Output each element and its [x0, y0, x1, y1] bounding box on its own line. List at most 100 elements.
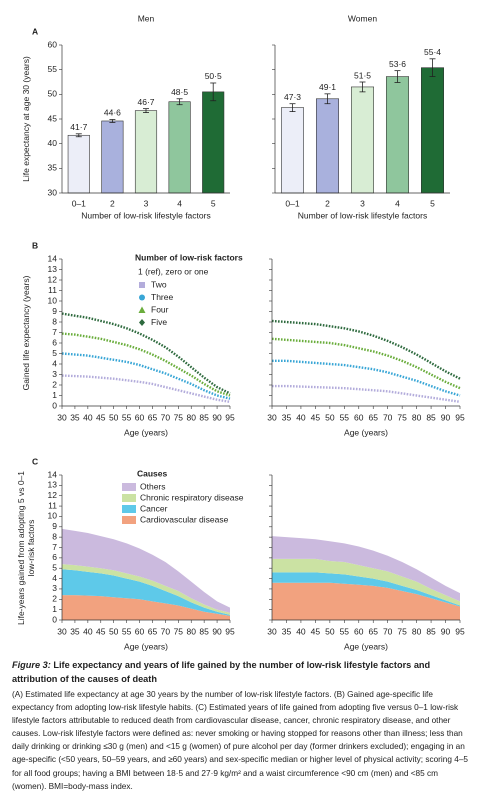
x-tick-label: 80 [412, 412, 422, 422]
legend-marker [139, 319, 145, 326]
x-tick-label: 30 [267, 412, 277, 422]
x-tick-label: 75 [174, 412, 184, 422]
x-axis-label: Age (years) [344, 641, 388, 651]
y-tick-label: 7 [52, 327, 57, 337]
area-series [272, 558, 460, 606]
x-axis-label: Age (years) [124, 641, 168, 651]
legend-label: Cardiovascular disease [140, 514, 229, 524]
x-tick-label: 40 [296, 626, 306, 636]
line-series [61, 374, 231, 403]
y-tick-label: 9 [52, 306, 57, 316]
x-tick-label: 65 [148, 626, 158, 636]
y-tick-label: 14 [48, 253, 58, 263]
x-tick-label: 80 [186, 412, 196, 422]
y-tick-label: 7 [52, 542, 57, 552]
x-tick-label: 60 [135, 412, 145, 422]
x-tick-label: 90 [441, 412, 451, 422]
x-tick-label: 95 [225, 412, 235, 422]
y-axis-label: Life-years gained from adopting 5 vs 0–1… [16, 470, 36, 625]
x-axis-label: Age (years) [124, 427, 168, 437]
y-tick-label: 1 [52, 604, 57, 614]
value-label: 47·3 [284, 92, 301, 102]
x-tick-label: 85 [426, 626, 436, 636]
line-series [61, 312, 231, 395]
legend-swatch [122, 516, 136, 524]
x-tick-label: 65 [148, 412, 158, 422]
value-label: 41·7 [70, 122, 87, 132]
y-tick-label: 14 [48, 469, 58, 479]
x-tick-label: 95 [455, 412, 465, 422]
x-tick-label: 40 [83, 626, 93, 636]
legend-label: Others [140, 481, 166, 491]
legend-reference: 1 (ref), zero or one [138, 266, 209, 276]
y-tick-label: 3 [52, 583, 57, 593]
legend-title: Causes [137, 468, 168, 478]
x-tick-label: 95 [225, 626, 235, 636]
bar [420, 67, 444, 194]
caption-text: (A) Estimated life expectancy at age 30 … [12, 690, 468, 791]
line-series [271, 319, 461, 380]
y-tick-label: 50 [48, 89, 58, 99]
value-label: 48·5 [171, 87, 188, 97]
value-label: 46·7 [137, 97, 154, 107]
x-tick-label: 90 [212, 626, 222, 636]
legend-label: Cancer [140, 503, 168, 513]
x-tick-label: 30 [267, 626, 277, 636]
y-tick-label: 40 [48, 138, 58, 148]
y-tick-label: 35 [48, 163, 58, 173]
legend-label: Four [151, 304, 169, 314]
x-tick-label: 50 [109, 626, 119, 636]
panel-letter: C [32, 456, 38, 466]
y-tick-label: 4 [52, 573, 57, 583]
area-series [62, 569, 230, 616]
y-axis-label: Gained life expectancy (years) [21, 275, 31, 390]
y-tick-label: 8 [52, 531, 57, 541]
panel-letter: B [32, 240, 38, 250]
chart-title: Men [138, 13, 155, 23]
y-tick-label: 2 [52, 379, 57, 389]
bar [101, 120, 124, 194]
x-tick-label: 70 [383, 412, 393, 422]
line-series [272, 384, 461, 403]
x-tick-label: 45 [96, 626, 106, 636]
value-label: 49·1 [319, 82, 336, 92]
x-tick-label: 55 [122, 626, 132, 636]
y-tick-label: 60 [48, 39, 58, 49]
caption-label: Figure 3: [12, 660, 51, 670]
bar [315, 98, 339, 194]
y-tick-label: 6 [52, 552, 57, 562]
y-tick-label: 55 [48, 64, 58, 74]
x-tick-label: 40 [83, 412, 93, 422]
legend-swatch [122, 483, 136, 491]
y-tick-label: 8 [52, 316, 57, 326]
x-tick-label: 4 [177, 198, 182, 208]
x-axis-label: Number of low-risk lifestyle factors [81, 210, 210, 220]
x-tick-label: 55 [122, 412, 132, 422]
area-series [272, 582, 460, 620]
y-tick-label: 13 [48, 264, 58, 274]
legend-swatch [122, 494, 136, 502]
legend-title: Number of low-risk factors [135, 252, 243, 262]
area-series [62, 564, 230, 615]
x-tick-label: 80 [186, 626, 196, 636]
x-tick-label: 75 [174, 626, 184, 636]
y-tick-label: 30 [48, 187, 58, 197]
x-tick-label: 75 [397, 412, 407, 422]
y-tick-label: 0 [52, 614, 57, 624]
y-tick-label: 11 [48, 285, 57, 295]
legend-label: Chronic respiratory disease [140, 492, 244, 502]
x-tick-label: 50 [109, 412, 119, 422]
y-tick-label: 4 [52, 358, 57, 368]
x-tick-label: 4 [395, 198, 400, 208]
legend-marker [139, 282, 145, 288]
x-tick-label: 40 [296, 412, 306, 422]
y-tick-label: 2 [52, 594, 57, 604]
value-label: 55·4 [424, 47, 441, 57]
x-tick-label: 3 [144, 198, 149, 208]
x-tick-label: 65 [368, 412, 378, 422]
x-tick-label: 65 [368, 626, 378, 636]
x-tick-label: 60 [354, 626, 364, 636]
bar [168, 101, 191, 194]
x-tick-label: 35 [70, 626, 80, 636]
